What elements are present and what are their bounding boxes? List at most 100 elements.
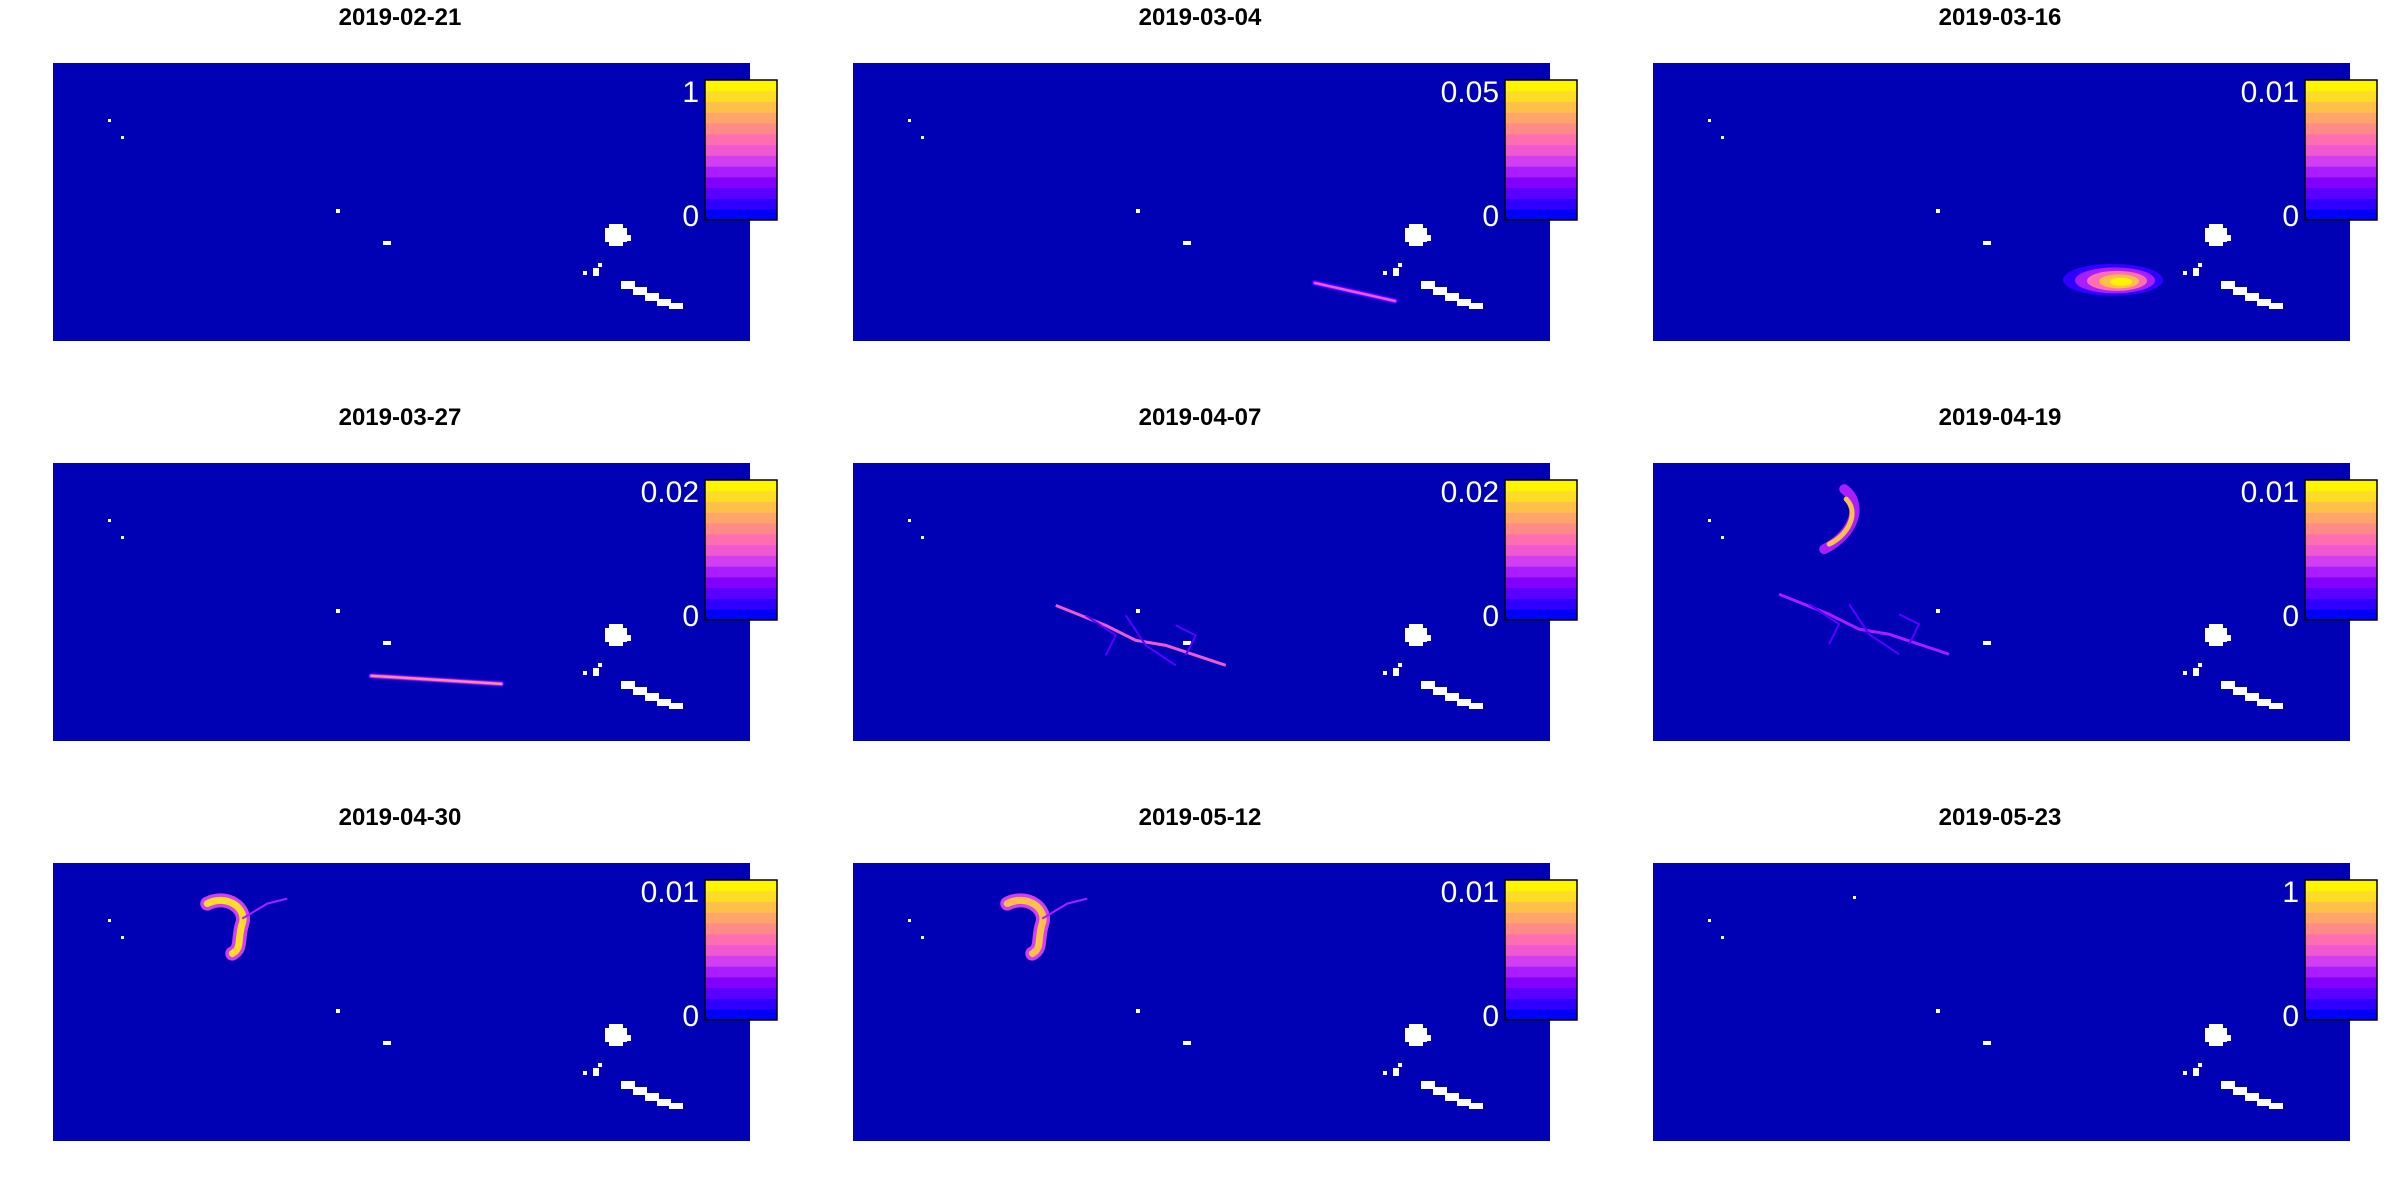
heatmap-panel: 2019-04-30 0.01 0 <box>0 800 800 1200</box>
hotspots <box>1000 893 1088 961</box>
land-coast-5 <box>669 703 683 709</box>
legend-band <box>705 576 777 589</box>
legend-band <box>1505 490 1577 503</box>
heatmap-plot: 0.01 0 <box>1653 63 2378 341</box>
land-islet-f <box>2183 671 2187 675</box>
legend-band <box>2305 544 2377 556</box>
legend-max-label: 0.02 <box>1441 476 1499 509</box>
legend-band <box>705 609 777 621</box>
legend-band <box>2305 566 2377 578</box>
legend-band <box>2305 80 2377 92</box>
hotspot-hook-core <box>203 896 247 958</box>
land-coast-2 <box>1433 287 1447 295</box>
land-coast-4 <box>657 699 671 706</box>
hotspots <box>200 893 288 961</box>
legend-min-label: 0 <box>1482 200 1499 233</box>
heatmap-panel: 2019-05-12 0.01 0 <box>800 800 1600 1200</box>
legend-band <box>1505 523 1577 535</box>
legend-band <box>1505 187 1577 199</box>
legend-band <box>1505 955 1577 967</box>
hotspot-hook-tail <box>1041 897 1088 920</box>
land-islet-b <box>921 536 924 539</box>
land-island-e4 <box>2223 635 2231 641</box>
land-coast-3 <box>645 693 659 701</box>
hotspot-streak <box>368 672 505 687</box>
legend-band <box>1505 533 1577 546</box>
land-features <box>1708 519 2283 709</box>
land-islet-c <box>1936 609 1940 613</box>
heatmap-plot: 0.01 0 <box>53 863 778 1141</box>
legend-band <box>705 133 777 146</box>
heatmap-panel: 2019-04-19 0.01 0 <box>1600 400 2400 800</box>
legend-frame <box>1504 879 1578 1021</box>
land-islet-h <box>2198 663 2202 667</box>
legend-band <box>1505 566 1577 578</box>
panel-title: 2019-03-27 <box>338 404 462 431</box>
heatmap-plot: 0.02 0 <box>853 463 1578 741</box>
legend-frame <box>1504 479 1578 621</box>
land-islet-g <box>2193 668 2199 676</box>
legend-band <box>2305 90 2377 103</box>
land-coast-5 <box>669 1103 683 1109</box>
legend-band <box>705 966 777 978</box>
legend-band <box>705 209 777 221</box>
hotspot-filament <box>1898 613 1921 645</box>
land-coast-2 <box>633 287 647 295</box>
legend-band <box>2305 490 2377 503</box>
legend-band <box>1505 112 1577 124</box>
legend-band <box>1505 480 1577 492</box>
land-islet-d <box>1983 641 1991 645</box>
land-islet-a <box>1708 919 1711 922</box>
heatmap-panel: 2019-04-07 0.02 0 <box>800 400 1600 800</box>
legend-band <box>1505 101 1577 113</box>
land-coast-1 <box>1421 681 1435 689</box>
hotspot-filament <box>1175 624 1198 656</box>
legend-band <box>2305 890 2377 903</box>
color-legend: 10 <box>2282 876 2378 1033</box>
land-islet-f <box>583 671 587 675</box>
heatmap-panel: 2019-02-21 1 0 <box>0 0 800 400</box>
legend-band <box>705 890 777 903</box>
land-island-e4 <box>2223 1035 2231 1041</box>
land-islet-c <box>1936 209 1940 213</box>
land-coast-5 <box>1469 1103 1483 1109</box>
land-islet-d <box>383 1041 391 1045</box>
hotspots <box>1055 603 1227 667</box>
hotspots <box>368 672 505 687</box>
legend-band <box>705 533 777 546</box>
legend-frame <box>1504 79 1578 221</box>
panel-title: 2019-05-23 <box>1938 804 2062 831</box>
heatmap-panel: 2019-05-23 1 0 <box>1600 800 2400 1200</box>
land-islet-d <box>1983 1041 1991 1045</box>
hotspots <box>2063 263 2164 296</box>
land-island-e3 <box>2209 224 2223 246</box>
legend-max-label: 1 <box>2282 876 2299 909</box>
land-coast-1 <box>1421 1081 1435 1089</box>
land-islet-a <box>908 519 911 522</box>
land-coast-1 <box>621 1081 635 1089</box>
panel-title: 2019-04-19 <box>1938 404 2062 431</box>
land-coast-5 <box>2269 703 2283 709</box>
legend-band <box>1505 933 1577 946</box>
hotspot-filament <box>1808 603 1841 645</box>
land-coast-2 <box>2233 1087 2247 1095</box>
land-islet-h <box>598 263 602 267</box>
legend-band <box>705 587 777 599</box>
legend-band <box>1505 544 1577 556</box>
land-island-e3 <box>1409 624 1423 646</box>
land-coast-3 <box>1445 693 1459 701</box>
legend-band <box>705 523 777 535</box>
legend-max-label: 0.01 <box>2241 476 2299 509</box>
hotspot-crescent-core <box>1826 496 1855 547</box>
legend-band <box>1505 944 1577 956</box>
color-legend: 10 <box>682 76 778 233</box>
legend-band <box>705 198 777 210</box>
land-islet-a <box>108 519 111 522</box>
hotspot-blob <box>2063 263 2164 296</box>
hotspot-crescent <box>1819 484 1860 555</box>
land-islet-c <box>1136 209 1140 213</box>
legend-band <box>1505 912 1577 924</box>
land-islet-f <box>583 1071 587 1075</box>
legend-band <box>2305 912 2377 924</box>
